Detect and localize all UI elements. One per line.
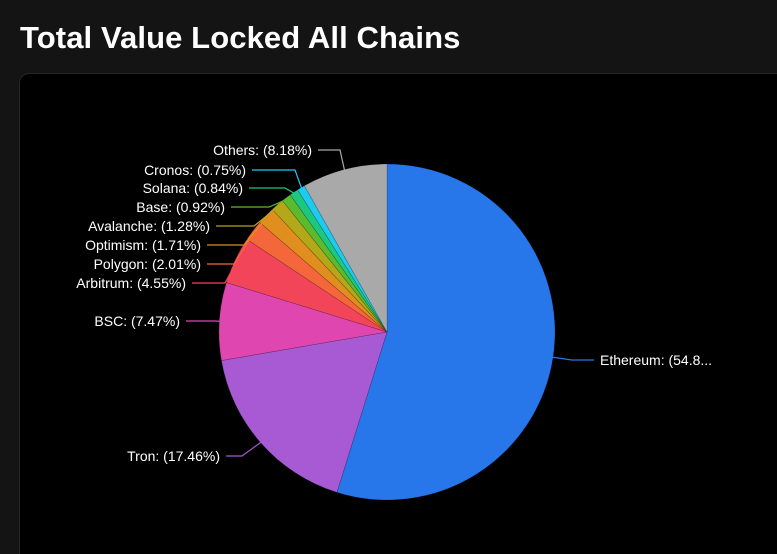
slice-label-cronos: Cronos: (0.75%) [144,162,246,178]
leader-line-solana [249,188,295,194]
slice-label-solana: Solana: (0.84%) [143,180,243,196]
leader-line-tron [226,441,262,456]
slice-label-others: Others: (8.18%) [213,142,312,158]
leader-line-ethereum [551,357,594,360]
leader-line-cronos [252,170,302,189]
slice-label-base: Base: (0.92%) [136,199,225,215]
slice-label-bsc: BSC: (7.47%) [94,313,180,329]
page-title: Total Value Locked All Chains [20,18,460,58]
slice-label-arbitrum: Arbitrum: (4.55%) [76,275,186,291]
slice-label-polygon: Polygon: (2.01%) [94,256,201,272]
chart-card: Ethereum: (54.8... Tron: (17.46%) BSC: (7.… [19,73,777,554]
slice-label-optimism: Optimism: (1.71%) [85,237,201,253]
slice-label-avalanche: Avalanche: (1.28%) [88,218,210,234]
slice-label-ethereum: Ethereum: (54.8... [600,352,712,368]
pie-slices [219,164,555,500]
pie-chart: Ethereum: (54.8... Tron: (17.46%) BSC: (7.… [20,74,777,535]
slice-label-tron: Tron: (17.46%) [127,448,220,464]
leader-line-others [318,150,345,172]
